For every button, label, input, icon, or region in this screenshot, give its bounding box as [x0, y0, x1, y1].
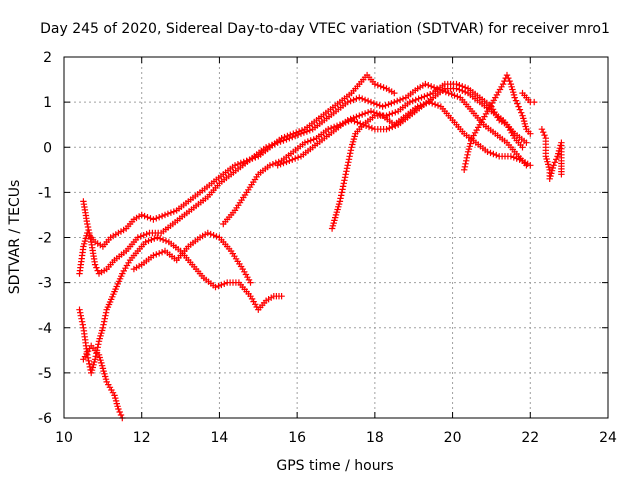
x-tick-label: 12 — [133, 430, 151, 446]
y-tick-label: -6 — [38, 411, 52, 427]
data-point-markers — [328, 80, 526, 232]
x-tick-label: 20 — [444, 430, 462, 446]
x-tick-label: 16 — [288, 430, 306, 446]
series-track-5 — [130, 229, 254, 286]
grid-layer — [64, 57, 608, 418]
chart-title: Day 245 of 2020, Sidereal Day-to-day VTE… — [40, 21, 610, 37]
series-track-10 — [519, 89, 538, 106]
data-point-markers — [220, 85, 530, 228]
y-tick-label: 0 — [43, 140, 52, 156]
x-tick-label: 10 — [55, 430, 73, 446]
y-axis-label: SDTVAR / TECUs — [7, 180, 23, 295]
x-axis-label: GPS time / hours — [276, 458, 393, 474]
series-track-8 — [328, 80, 526, 232]
series-track-6 — [220, 85, 530, 228]
data-point-markers — [130, 229, 254, 286]
data-point-markers — [80, 80, 530, 277]
x-tick-label: 24 — [599, 430, 617, 446]
y-tick-label: 1 — [43, 95, 52, 111]
marks-layer — [76, 71, 565, 422]
y-tick-label: -1 — [38, 185, 52, 201]
data-point-markers — [519, 89, 538, 106]
x-tick-label: 14 — [211, 430, 229, 446]
y-tick-label: -4 — [38, 321, 52, 337]
series-track-2 — [80, 80, 530, 277]
series-track-11 — [538, 126, 565, 182]
series-track-9 — [461, 71, 534, 173]
x-tick-label: 18 — [366, 430, 384, 446]
y-tick-label: -3 — [38, 276, 52, 292]
x-tick-label: 22 — [521, 430, 539, 446]
data-point-markers — [80, 342, 126, 422]
data-point-markers — [538, 126, 565, 182]
series-track-4 — [80, 342, 126, 422]
y-tick-label: 2 — [43, 50, 52, 66]
data-point-markers — [461, 71, 534, 173]
y-tick-label: -5 — [38, 366, 52, 382]
y-tick-label: -2 — [38, 231, 52, 247]
